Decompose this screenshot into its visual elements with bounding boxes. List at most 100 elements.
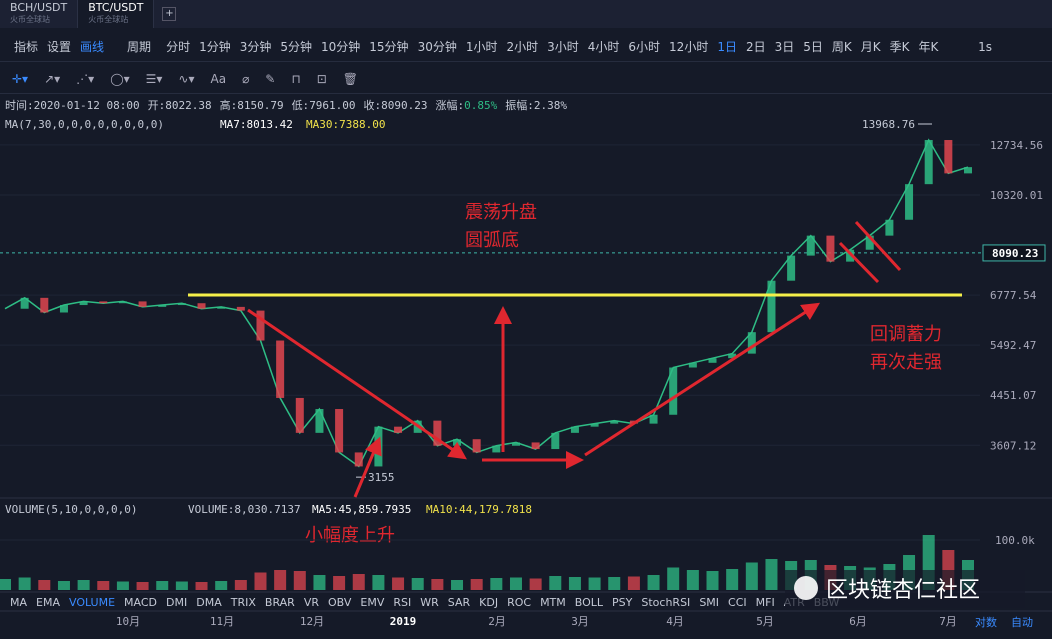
- delete-tool[interactable]: 🗑: [342, 71, 359, 86]
- period-button[interactable]: 1日: [717, 40, 737, 54]
- volume-bar: [588, 577, 601, 590]
- info-item: 涨幅:0.85%: [436, 97, 498, 113]
- y-tick-label: 3607.12: [990, 439, 1036, 452]
- indicator-button[interactable]: MA: [10, 595, 28, 609]
- indicator-button[interactable]: KDJ: [479, 595, 499, 609]
- indicator-button[interactable]: MFI: [755, 595, 775, 609]
- add-tab[interactable]: +: [162, 7, 177, 21]
- toolbar-button[interactable]: 指标: [14, 40, 39, 54]
- indicator-button[interactable]: StochRSI: [641, 595, 691, 609]
- candle: [787, 255, 796, 281]
- ruler-tool[interactable]: ⌀: [242, 71, 250, 86]
- period-button[interactable]: 5日: [803, 40, 823, 54]
- period-button[interactable]: 30分钟: [417, 40, 457, 54]
- period-button[interactable]: 15分钟: [369, 40, 409, 54]
- period-button[interactable]: 3日: [774, 40, 795, 54]
- red-arrow: [353, 436, 382, 498]
- volume-bar: [254, 572, 267, 590]
- current-price-box: [982, 244, 1046, 262]
- price-line: [4, 138, 969, 468]
- indicator-button[interactable]: VR: [303, 595, 319, 609]
- volume-bar: [490, 578, 503, 590]
- watermark-bg: [785, 570, 1025, 608]
- period-button[interactable]: 1小时: [465, 40, 498, 54]
- tab[interactable]: BCH/USDT 火币全球站: [0, 0, 79, 28]
- period-button[interactable]: 10分钟: [321, 40, 361, 54]
- candle: [610, 420, 619, 424]
- period-button[interactable]: 6小时: [628, 40, 661, 54]
- log-toggle[interactable]: 对数: [975, 615, 997, 629]
- tab[interactable]: BTC/USDT 火币全球站: [78, 0, 155, 28]
- indicator-button[interactable]: DMI: [166, 595, 188, 609]
- period-button[interactable]: 2日: [745, 40, 766, 54]
- ray-tool[interactable]: ⋰▾: [76, 71, 95, 86]
- y-tick-label: 12734.56: [990, 139, 1043, 152]
- indicator-button[interactable]: DMA: [196, 595, 222, 609]
- volume-name: VOLUME(5,10,0,0,0,0): [5, 503, 137, 516]
- indicator-button[interactable]: RSI: [393, 595, 412, 609]
- auto-toggle[interactable]: 自动: [1011, 616, 1033, 629]
- volume-bar: [352, 574, 365, 590]
- indicator-button[interactable]: BRAR: [264, 595, 295, 609]
- crosshair-tool[interactable]: ✛▾: [12, 71, 29, 86]
- info-label: 低:: [291, 99, 310, 112]
- period-button[interactable]: 季K: [889, 40, 910, 54]
- info-value: 8090.23: [381, 99, 428, 112]
- period-label[interactable]: 周期: [127, 40, 152, 54]
- indicator-button[interactable]: TRIX: [230, 595, 256, 609]
- indicator-button[interactable]: OBV: [328, 595, 352, 609]
- line-tool[interactable]: ↗▾: [44, 71, 61, 86]
- indicator-button[interactable]: MTM: [540, 595, 566, 609]
- info-item: 开:8022.38: [148, 97, 212, 113]
- indicator-button[interactable]: PSY: [612, 595, 633, 609]
- ma-name: MA(7,30,0,0,0,0,0,0,0,0): [5, 118, 164, 131]
- magnet-tool[interactable]: ⊓: [291, 71, 301, 86]
- period-button[interactable]: 周K: [831, 40, 852, 54]
- period-button[interactable]: 5分钟: [280, 40, 312, 54]
- indicator-button[interactable]: WR: [420, 595, 439, 609]
- volume-bar: [175, 581, 188, 590]
- fib-tool[interactable]: ☰▾: [145, 71, 163, 86]
- indicator-button[interactable]: SMI: [699, 595, 720, 609]
- indicator-button[interactable]: EMA: [36, 595, 60, 609]
- indicator-button[interactable]: ROC: [507, 595, 532, 609]
- candle: [688, 362, 697, 368]
- period-button[interactable]: 2小时: [506, 40, 539, 54]
- candle: [20, 297, 29, 309]
- candle: [728, 353, 737, 359]
- indicator-button[interactable]: VOLUME: [68, 595, 116, 609]
- info-label: 开:: [147, 99, 166, 112]
- toolbar-button[interactable]: 设置: [47, 40, 72, 54]
- refresh-rate[interactable]: 1s: [978, 39, 992, 54]
- candle: [531, 442, 540, 450]
- candle: [708, 358, 717, 363]
- text-tool[interactable]: Aa: [210, 71, 227, 86]
- period-button[interactable]: 3分钟: [239, 40, 272, 54]
- period-button[interactable]: 年K: [918, 40, 939, 54]
- info-item: 低:7961.00: [292, 97, 356, 113]
- lock-tool[interactable]: ⊡: [316, 71, 327, 86]
- volume-bar: [706, 571, 719, 590]
- indicator-button[interactable]: MACD: [124, 595, 158, 609]
- period-button[interactable]: 4小时: [587, 40, 620, 54]
- indicator-button[interactable]: EMV: [360, 595, 385, 609]
- period-button[interactable]: 3小时: [547, 40, 579, 54]
- period-button[interactable]: 12小时: [669, 40, 709, 54]
- wave-tool[interactable]: ∿▾: [178, 71, 195, 86]
- indicator-button[interactable]: BOLL: [574, 595, 604, 609]
- volume-bar: [274, 570, 287, 590]
- info-label: 振幅:: [505, 99, 534, 112]
- period-button[interactable]: 月K: [860, 40, 881, 54]
- period-button[interactable]: 1分钟: [199, 40, 231, 54]
- red-mark: [854, 220, 902, 272]
- red-mark: [838, 241, 880, 284]
- indicator-button[interactable]: CCI: [728, 595, 747, 609]
- toolbar-button[interactable]: 画线: [80, 40, 105, 54]
- candle: [492, 445, 501, 453]
- indicator-button[interactable]: SAR: [447, 595, 471, 609]
- info-item: 时间:2020-01-12 08:00: [5, 97, 140, 113]
- shape-tool[interactable]: ◯▾: [110, 71, 130, 86]
- period-button[interactable]: 分时: [166, 40, 191, 54]
- candle: [99, 301, 108, 304]
- brush-tool[interactable]: ✎: [265, 71, 276, 86]
